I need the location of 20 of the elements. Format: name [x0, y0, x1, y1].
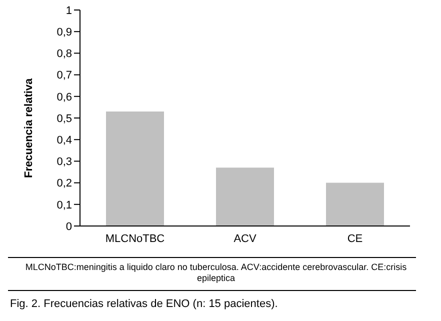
x-tick-label: MLCNoTBC: [105, 232, 165, 245]
bar: [216, 168, 274, 226]
text: Fig. 2. Frecuencias relativas de ENO (n: 15 pacientes).: [10, 298, 278, 310]
y-tick-label: 0,1: [56, 199, 72, 212]
y-tick-label: 0: [66, 220, 72, 233]
text: MLCNoTBC:meningitis a liquido claro no tuberculosa. ACV:accidente cerebrovascular. CE:crisis epileptica: [24, 262, 408, 284]
y-tick-label: 0,4: [56, 134, 72, 147]
y-tick-label: 0,6: [56, 91, 72, 104]
y-axis-title: Frecuencia relativa: [22, 77, 35, 178]
y-tick-label: 1: [66, 4, 72, 17]
y-tick-label: 0,5: [56, 112, 72, 125]
y-tick-label: 0,7: [56, 70, 72, 82]
x-tick-label: CE: [347, 232, 363, 245]
x-tick-label: ACV: [234, 232, 257, 245]
y-tick-label: 0,9: [56, 26, 72, 39]
y-tick-label: 0,2: [56, 178, 72, 190]
bar: [106, 112, 164, 226]
y-tick-label: 0,8: [56, 48, 72, 60]
bar: [326, 182, 384, 226]
y-tick-label: 0,3: [56, 156, 72, 168]
